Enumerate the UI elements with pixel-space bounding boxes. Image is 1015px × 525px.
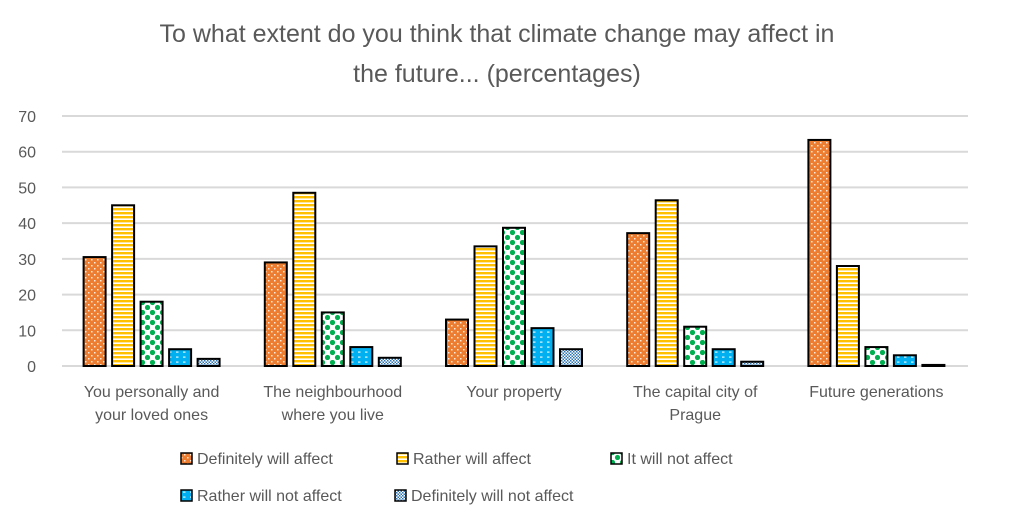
x-category-label: your loved ones: [95, 407, 208, 424]
y-tick-label: 20: [18, 288, 36, 305]
bar-it-will-not-affect-2: [502, 226, 526, 367]
bar-it-will-not-affect-4: [864, 346, 889, 368]
bar-rather-will-not-affect-3: [711, 348, 736, 368]
legend-swatch: [396, 452, 409, 465]
bar-definitely-will-affect-1: [263, 261, 288, 367]
legend-swatch: [180, 489, 193, 502]
bar-rather-will-not-affect-4: [892, 354, 917, 367]
bar-definitely-will-affect-4: [807, 138, 832, 367]
legend-swatch: [610, 452, 623, 465]
chart-title-line-1: To what extent do you think that climate…: [160, 20, 835, 48]
legend-item-definitely-will-affect: Definitely will affect: [180, 451, 333, 468]
x-category-label: where you live: [281, 407, 384, 424]
bar-definitely-will-not-affect-2: [559, 348, 583, 368]
x-category-label: The neighbourhood: [263, 384, 402, 401]
bar-definitely-will-not-affect-4: [921, 363, 946, 367]
legend-item-rather-will-not-affect: Rather will not affect: [180, 488, 342, 505]
y-tick-label: 50: [18, 180, 36, 197]
legend-label: Rather will affect: [413, 451, 532, 468]
chart-title-line-2: the future... (percentages): [353, 60, 641, 88]
legend-swatch: [394, 489, 407, 502]
bar-it-will-not-affect-3: [683, 325, 708, 368]
y-tick-label: 60: [18, 145, 36, 162]
y-tick-label: 40: [18, 216, 36, 233]
legend-item-it-will-not-affect: It will not affect: [610, 451, 733, 468]
bar-rather-will-not-affect-2: [530, 327, 555, 367]
y-tick-label: 70: [18, 109, 36, 126]
bar-definitely-will-affect-2: [445, 318, 469, 368]
x-category-label: You personally and: [84, 384, 220, 401]
bar-rather-will-affect-2: [473, 245, 498, 368]
bar-definitely-will-not-affect-1: [377, 356, 402, 367]
y-tick-label: 0: [27, 359, 36, 376]
bars: [82, 138, 946, 368]
legend-label: Definitely will affect: [197, 451, 333, 468]
x-category-label: Future generations: [809, 384, 943, 401]
bar-definitely-will-affect-0: [82, 256, 107, 368]
legend: Definitely will affect Rather will affect…: [180, 451, 733, 505]
legend-label: Definitely will not affect: [411, 488, 574, 505]
legend-swatch: [180, 452, 193, 465]
chart-title: To what extent do you think that climate…: [160, 20, 835, 88]
bar-rather-will-affect-0: [111, 204, 136, 367]
bar-it-will-not-affect-1: [320, 311, 345, 367]
bar-definitely-will-not-affect-3: [740, 360, 765, 368]
legend-item-rather-will-affect: Rather will affect: [396, 451, 532, 468]
legend-item-definitely-will-not-affect: Definitely will not affect: [394, 488, 574, 505]
x-category-label: Your property: [466, 384, 561, 401]
legend-label: It will not affect: [627, 451, 733, 468]
bar-rather-will-not-affect-1: [349, 346, 374, 368]
y-axis-ticks: 0 10 20 30 40 50 60 70: [18, 109, 36, 376]
legend-label: Rather will not affect: [197, 488, 342, 505]
y-tick-label: 30: [18, 252, 36, 269]
bar-rather-will-affect-3: [654, 199, 679, 367]
bar-definitely-will-affect-3: [626, 232, 651, 367]
bar-rather-will-affect-4: [835, 265, 860, 367]
x-category-label: Prague: [669, 407, 721, 424]
y-tick-label: 10: [18, 323, 36, 340]
bar-it-will-not-affect-0: [139, 300, 164, 368]
x-category-label: The capital city of: [633, 384, 758, 401]
x-axis-labels: You personally and your loved ones The nei…: [84, 384, 944, 424]
bar-definitely-will-not-affect-0: [196, 357, 221, 368]
bar-rather-will-affect-1: [292, 191, 317, 367]
bar-rather-will-not-affect-0: [168, 348, 193, 368]
